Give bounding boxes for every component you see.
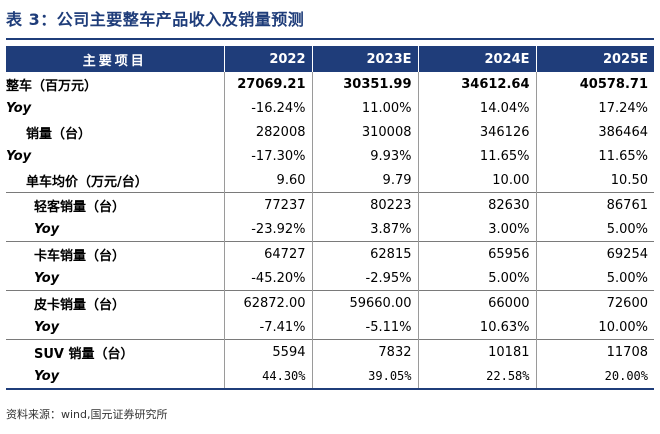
table-cell: 40578.71 (535, 72, 654, 96)
table-cell: 5.00% (417, 266, 536, 291)
table-cell: 62815 (311, 241, 418, 266)
table-cell: 82630 (417, 192, 536, 217)
table-cell: 346126 (417, 120, 536, 144)
table-cell: 10.63% (417, 315, 536, 340)
table-cell: -7.41% (223, 315, 312, 340)
forecast-table: 主要项目 2022 2023E 2024E 2025E 整车（百万元） 2706… (6, 46, 654, 390)
table-row: 卡车销量（台） 64727 62815 65956 69254 (6, 241, 654, 266)
table-row: 销量（台） 282008 310008 346126 386464 (6, 120, 654, 144)
table-cell: 310008 (311, 120, 418, 144)
table-row: Yoy -17.30% 9.93% 11.65% 11.65% (6, 144, 654, 168)
row-label: Yoy (34, 221, 60, 237)
table-cell: 282008 (223, 120, 312, 144)
row-label: Yoy (34, 319, 60, 335)
table-cell: 72600 (535, 290, 654, 315)
table-row: Yoy 44.30% 39.05% 22.58% 20.00% (6, 364, 654, 390)
row-label: 销量（台） (26, 126, 92, 142)
table-cell: 62872.00 (223, 290, 312, 315)
title-divider (6, 38, 654, 40)
table-cell: -23.92% (223, 217, 312, 242)
table-cell: 34612.64 (417, 72, 536, 96)
row-label: SUV 销量（台） (6, 339, 224, 364)
header-2025e: 2025E (535, 46, 654, 72)
table-cell: 14.04% (417, 96, 536, 120)
table-cell: 3.00% (417, 217, 536, 242)
table-cell: 86761 (535, 192, 654, 217)
row-label: 轻客销量（台） (6, 192, 224, 217)
row-label: 卡车销量（台） (6, 241, 224, 266)
table-cell: 20.00% (535, 364, 654, 390)
table-cell: 10.00% (535, 315, 654, 340)
table-row: 单车均价（万元/台） 9.60 9.79 10.00 10.50 (6, 168, 654, 193)
table-cell: 80223 (311, 192, 418, 217)
table-cell: 5.00% (535, 217, 654, 242)
table-cell: 64727 (223, 241, 312, 266)
table-cell: 65956 (417, 241, 536, 266)
table-cell: 5594 (223, 339, 312, 364)
table-row: SUV 销量（台） 5594 7832 10181 11708 (6, 339, 654, 364)
row-label: 单车均价（万元/台） (26, 174, 148, 190)
row-label: 整车（百万元） (6, 78, 98, 94)
table-cell: 7832 (311, 339, 418, 364)
header-2022: 2022 (223, 46, 312, 72)
table-cell: 5.00% (535, 266, 654, 291)
table-cell: 9.60 (223, 168, 312, 193)
table-cell: 77237 (223, 192, 312, 217)
table-row: Yoy -23.92% 3.87% 3.00% 5.00% (6, 217, 654, 242)
table-cell: 9.93% (311, 144, 418, 168)
header-2023e: 2023E (311, 46, 418, 72)
table-cell: 39.05% (311, 364, 418, 390)
table-cell: 17.24% (535, 96, 654, 120)
table-header-row: 主要项目 2022 2023E 2024E 2025E (6, 46, 654, 72)
row-label: Yoy (6, 364, 224, 390)
table-cell: -2.95% (311, 266, 418, 291)
table-row: Yoy -7.41% -5.11% 10.63% 10.00% (6, 315, 654, 340)
table-row: 轻客销量（台） 77237 80223 82630 86761 (6, 192, 654, 217)
table-cell: 10.00 (417, 168, 536, 193)
table-cell: 11.00% (311, 96, 418, 120)
row-label: 皮卡销量（台） (6, 290, 224, 315)
table-cell: 386464 (535, 120, 654, 144)
source-note: 资料来源：wind,国元证券研究所 (6, 408, 168, 421)
table-cell: 11.65% (535, 144, 654, 168)
table-row: 皮卡销量（台） 62872.00 59660.00 66000 72600 (6, 290, 654, 315)
table-cell: 66000 (417, 290, 536, 315)
table-row: Yoy -45.20% -2.95% 5.00% 5.00% (6, 266, 654, 291)
row-label: Yoy (6, 100, 32, 116)
table-cell: 44.30% (223, 364, 312, 390)
table-row: Yoy -16.24% 11.00% 14.04% 17.24% (6, 96, 654, 120)
table-cell: 59660.00 (311, 290, 418, 315)
table-cell: 11708 (535, 339, 654, 364)
table-cell: 10.50 (535, 168, 654, 193)
table-cell: 22.58% (417, 364, 536, 390)
table-cell: 27069.21 (223, 72, 312, 96)
table-cell: 10181 (417, 339, 536, 364)
table-title: 表 3：公司主要整车产品收入及销量预测 (6, 10, 305, 29)
table-cell: -17.30% (223, 144, 312, 168)
table-cell: -16.24% (223, 96, 312, 120)
table-cell: -5.11% (311, 315, 418, 340)
table-row: 整车（百万元） 27069.21 30351.99 34612.64 40578… (6, 72, 654, 96)
table-cell: 9.79 (311, 168, 418, 193)
row-label: Yoy (34, 270, 60, 286)
table-cell: 3.87% (311, 217, 418, 242)
table-cell: 11.65% (417, 144, 536, 168)
row-label: Yoy (6, 148, 32, 164)
header-2024e: 2024E (417, 46, 536, 72)
header-item: 主要项目 (6, 46, 224, 72)
table-cell: 69254 (535, 241, 654, 266)
table-cell: -45.20% (223, 266, 312, 291)
table-cell: 30351.99 (311, 72, 418, 96)
